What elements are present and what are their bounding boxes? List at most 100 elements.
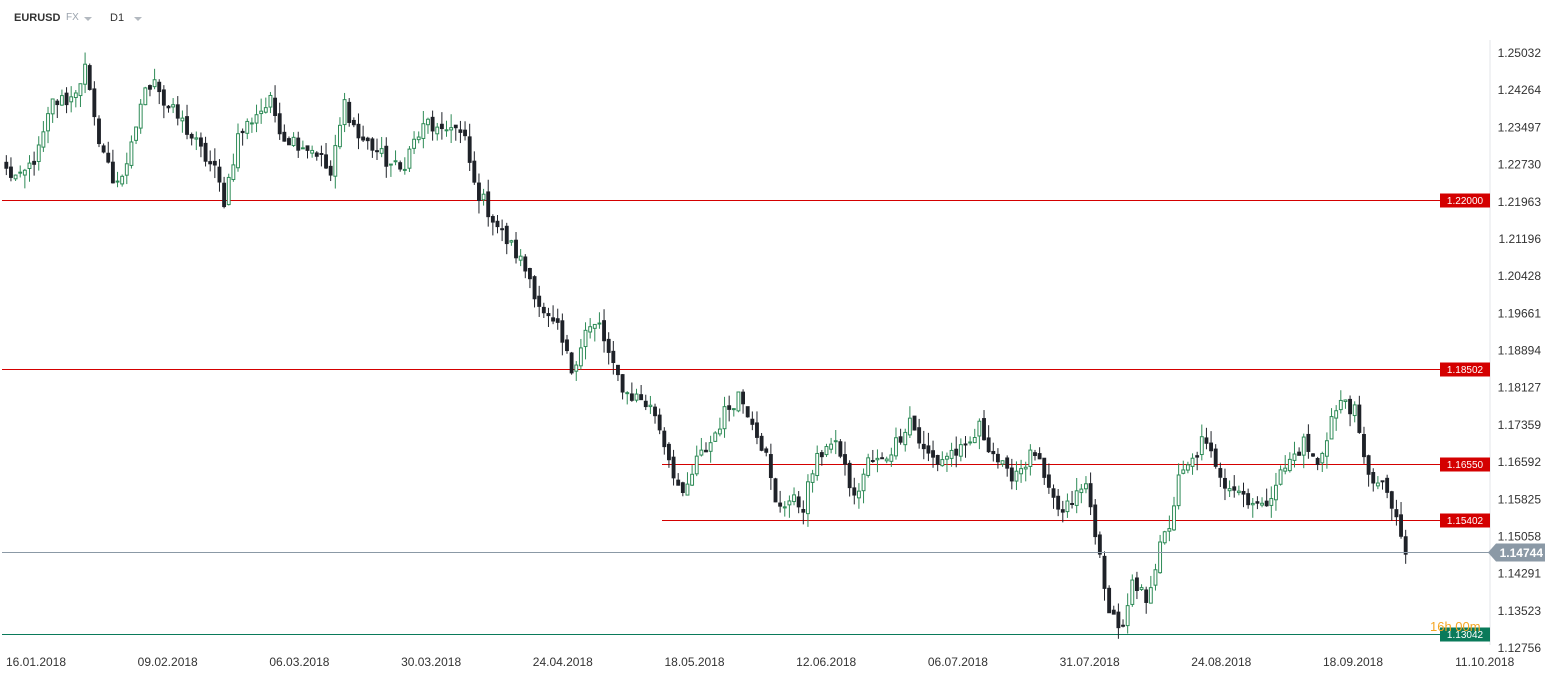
candle	[1306, 424, 1311, 459]
candle-body	[1403, 536, 1408, 555]
candle-body	[388, 163, 393, 166]
candle-body	[1311, 453, 1315, 457]
candle	[699, 437, 704, 457]
candle-body	[991, 450, 996, 455]
candle-body	[1320, 452, 1325, 464]
candle	[829, 437, 834, 454]
time-tick-label: 18.09.2018	[1323, 655, 1383, 669]
candle-body	[500, 228, 505, 231]
candle-body	[1005, 457, 1010, 469]
candle	[722, 396, 727, 438]
level-tag	[1440, 193, 1490, 208]
candle-body	[300, 147, 305, 150]
candle	[36, 136, 41, 171]
candle	[755, 411, 759, 445]
candle	[782, 501, 787, 517]
candle-body	[889, 454, 894, 462]
candle-body	[1241, 490, 1246, 495]
candle-body	[338, 124, 342, 148]
candle-body	[430, 116, 435, 132]
candle-body	[208, 161, 213, 165]
candle	[46, 106, 50, 144]
timeframe-dropdown-chevron-icon[interactable]	[134, 17, 142, 21]
candle-body	[1028, 449, 1033, 467]
time-tick-label: 09.02.2018	[138, 655, 198, 669]
candle-body	[157, 81, 162, 93]
candle	[1287, 452, 1292, 473]
candle-body	[1213, 448, 1218, 467]
candle	[314, 151, 319, 161]
candle	[222, 176, 227, 209]
candle	[439, 112, 444, 140]
symbol-label[interactable]: EURUSD	[14, 12, 61, 24]
candle-body	[240, 130, 245, 134]
candle-body	[768, 454, 773, 479]
candle-body	[949, 449, 954, 459]
market-label[interactable]: FX	[66, 12, 79, 23]
candle-body	[120, 175, 125, 185]
candle-body	[296, 137, 301, 151]
candle	[1046, 463, 1051, 494]
price-tick-label: 1.15825	[1498, 492, 1542, 506]
candle	[657, 408, 662, 435]
candle	[310, 145, 315, 158]
candle	[949, 442, 954, 467]
candle	[1195, 451, 1200, 471]
candle	[268, 91, 273, 114]
candle-body	[676, 479, 681, 486]
candle-body	[1046, 474, 1051, 488]
market-dropdown-chevron-icon[interactable]	[84, 17, 92, 21]
candle-body	[305, 145, 310, 151]
candle-body	[523, 256, 528, 272]
candle	[629, 382, 634, 402]
candle	[926, 432, 931, 462]
candle-body	[1107, 587, 1112, 614]
candle	[365, 136, 370, 150]
candle-body	[439, 123, 444, 130]
candle-body	[750, 418, 755, 425]
price-tick-label: 1.18894	[1498, 344, 1542, 358]
candle	[1311, 453, 1315, 457]
candle-body	[259, 110, 264, 115]
candle	[717, 417, 722, 437]
candle-body	[361, 136, 366, 141]
candle-body	[1329, 416, 1334, 440]
candle	[477, 173, 481, 214]
candle	[1324, 432, 1329, 469]
candle-body	[782, 506, 787, 509]
timeframe-label[interactable]: D1	[110, 12, 125, 24]
candle	[97, 115, 101, 148]
candle	[1051, 484, 1056, 509]
candle-body	[574, 364, 579, 372]
candle	[1111, 605, 1116, 615]
candle-body	[189, 133, 194, 139]
candle-body	[565, 339, 569, 352]
candle-body	[1102, 555, 1107, 589]
candle	[1343, 399, 1348, 409]
candle	[1301, 433, 1306, 469]
candle	[935, 454, 940, 472]
candle	[87, 63, 92, 91]
candle-body	[1060, 509, 1065, 513]
candle-body	[1079, 488, 1084, 494]
candle-body	[92, 88, 97, 118]
candle	[421, 110, 426, 149]
candle	[574, 361, 579, 381]
candle-body	[1148, 587, 1153, 604]
candle	[504, 222, 509, 255]
candle-body	[806, 481, 810, 515]
candle-body	[9, 166, 13, 178]
candle-body	[1070, 502, 1074, 505]
candle	[9, 157, 13, 182]
candle-body	[282, 131, 287, 142]
candle-body	[1051, 488, 1056, 498]
candle-body	[968, 441, 973, 444]
candle	[1357, 395, 1362, 434]
candle-body	[1385, 477, 1390, 493]
candle-body	[1278, 469, 1283, 485]
candle	[18, 165, 23, 178]
candle-body	[847, 462, 852, 489]
candle	[514, 232, 518, 264]
candle-body	[1037, 453, 1042, 460]
